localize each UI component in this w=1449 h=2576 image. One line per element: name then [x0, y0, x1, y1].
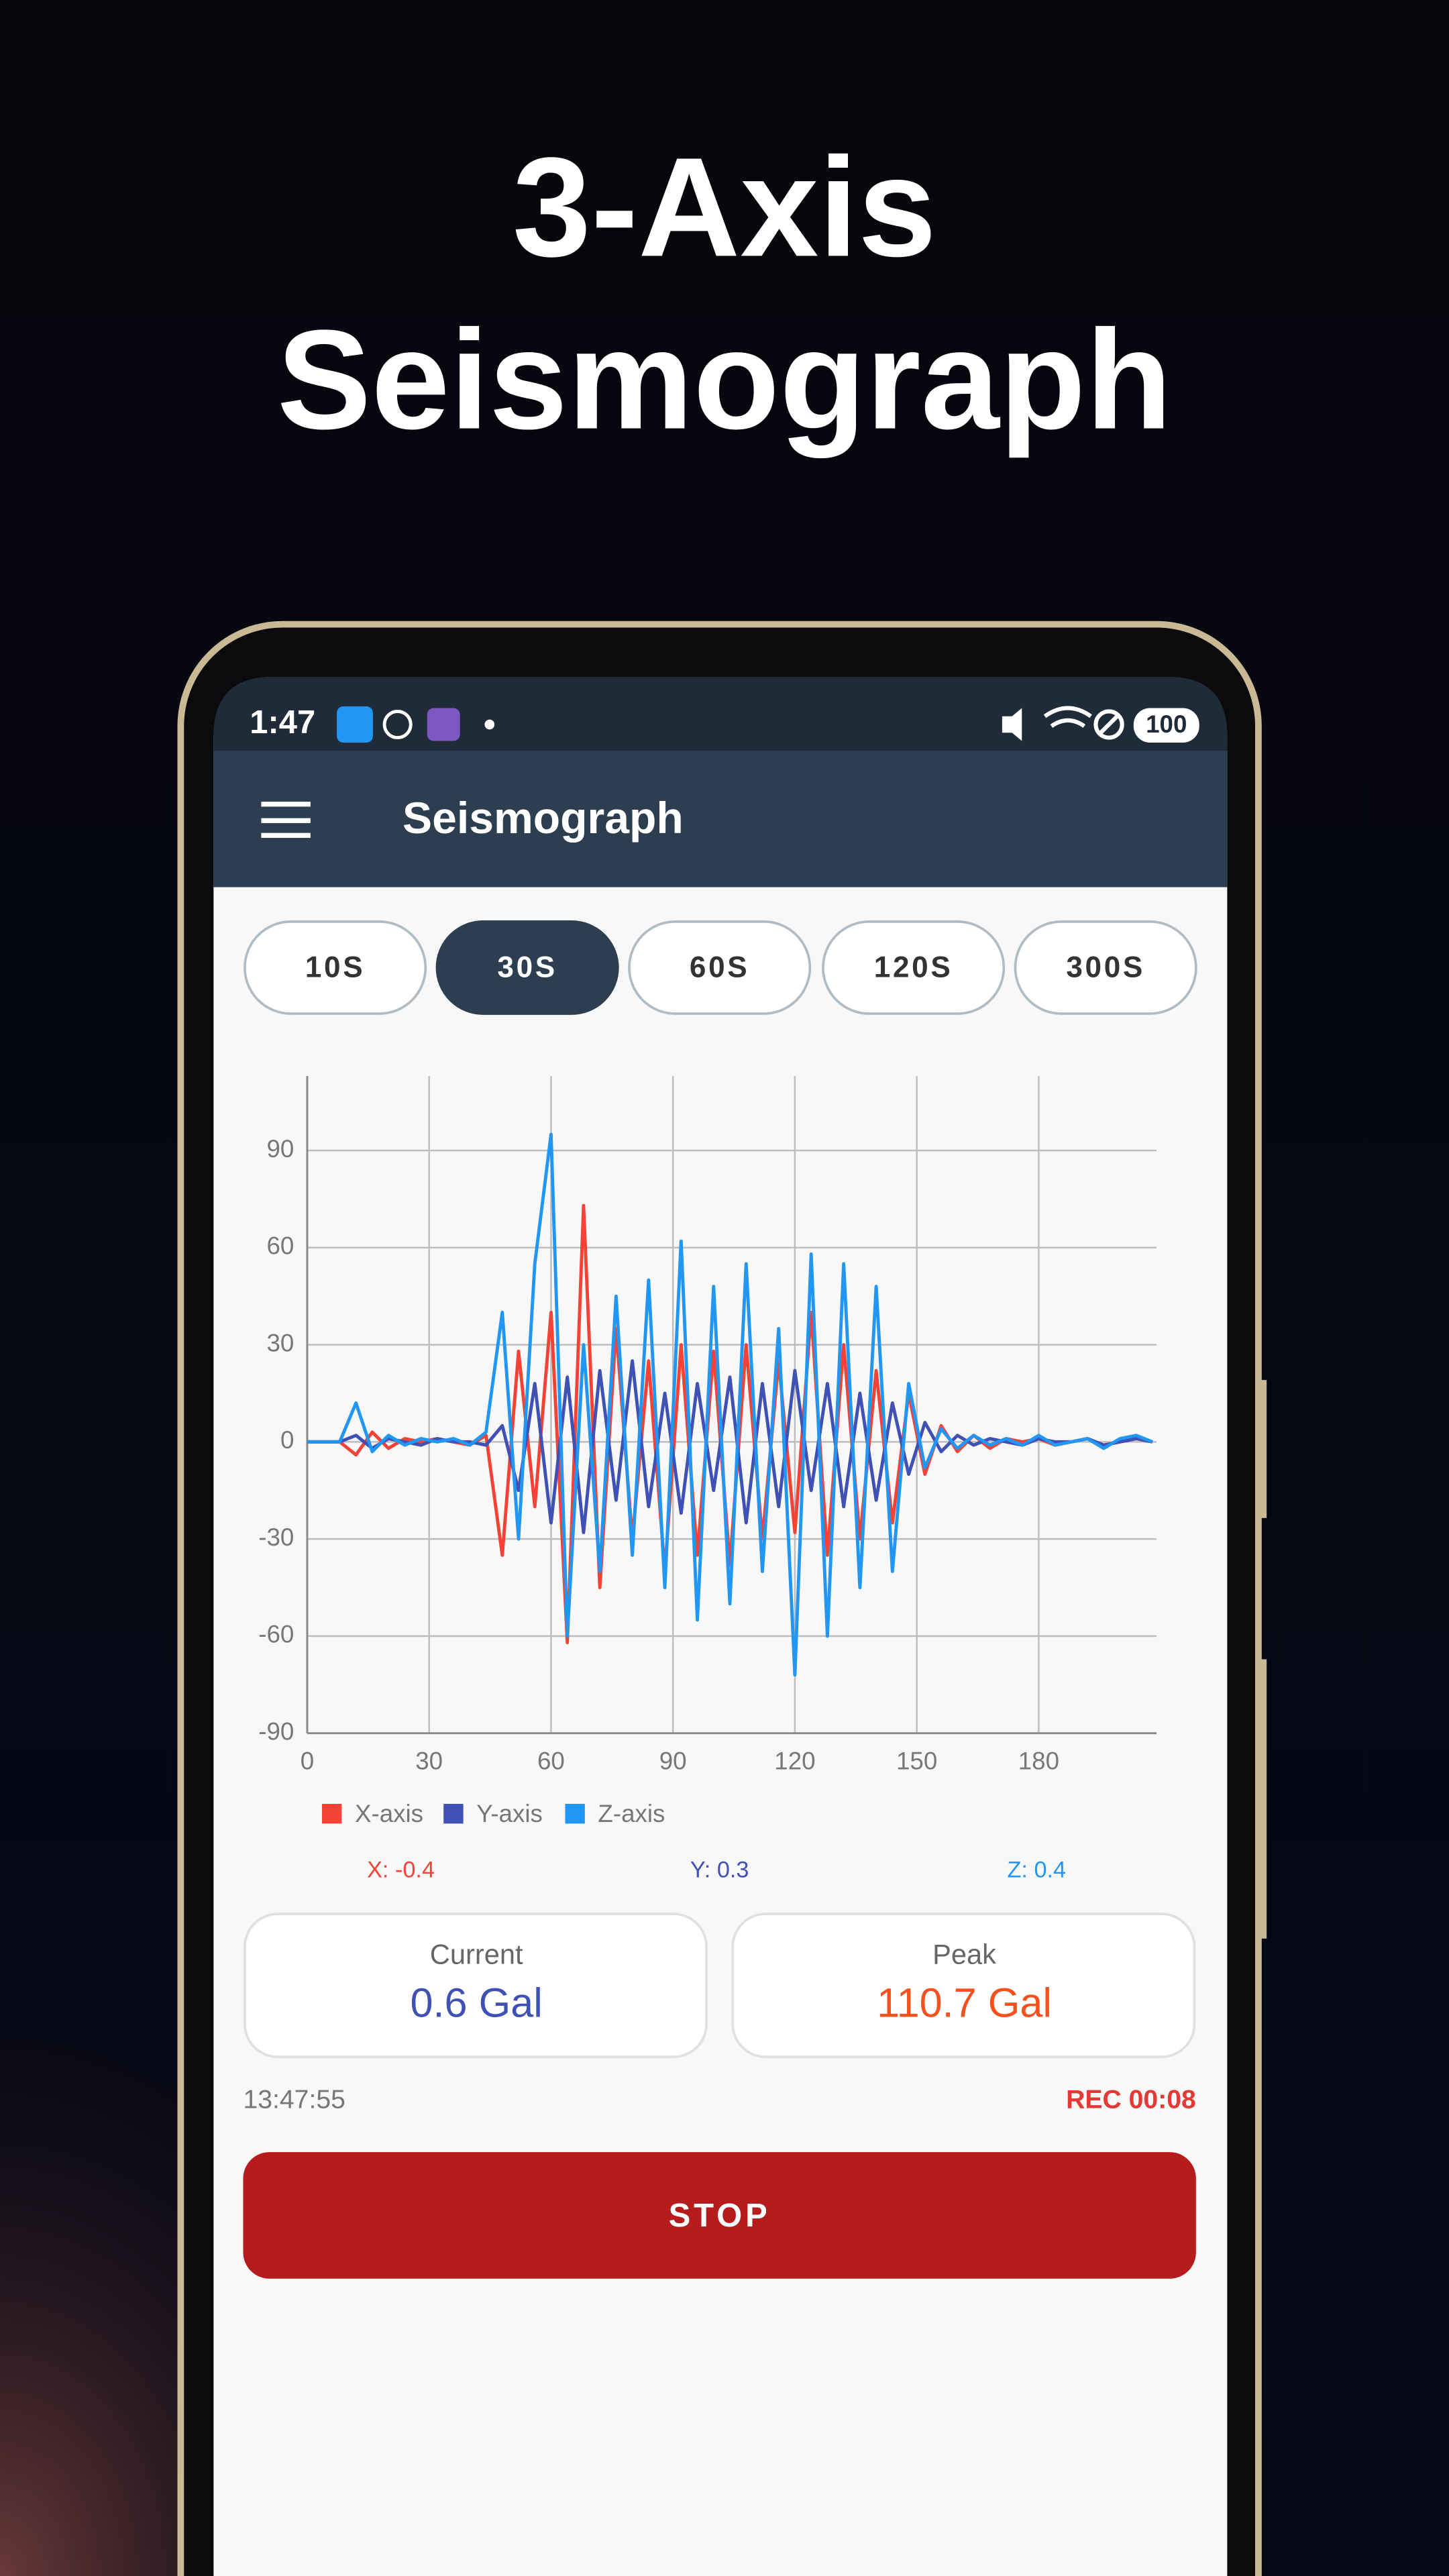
menu-line [261, 802, 311, 807]
axis-readouts: X: -0.4 Y: 0.3 Z: 0.4 [367, 1857, 1066, 1882]
range-button[interactable]: 60S [628, 920, 812, 1015]
range-button[interactable]: 300S [1014, 920, 1197, 1015]
range-button[interactable]: 30S [435, 920, 619, 1015]
x-tick-label: 90 [659, 1747, 687, 1774]
menu-button[interactable] [261, 802, 311, 838]
status-icon [337, 706, 373, 743]
axis-readout: Z: 0.4 [1008, 1857, 1067, 1882]
menu-line [261, 833, 311, 838]
status-icon [1043, 706, 1092, 729]
stop-button-bg [243, 2152, 1196, 2279]
card-value: 0.6 Gal [411, 1980, 543, 2025]
status-icon [427, 708, 460, 741]
range-button-bg [435, 920, 619, 1015]
headline: 3-Axis [513, 127, 936, 286]
range-button-label: 10S [305, 951, 365, 984]
status-icon [1097, 713, 1120, 736]
range-button-bg [1014, 920, 1197, 1015]
x-tick-label: 150 [896, 1747, 937, 1774]
y-tick-label: 90 [267, 1135, 294, 1163]
y-tick-label: -60 [258, 1621, 294, 1648]
range-button-label: 60S [690, 951, 749, 984]
legend-swatch [565, 1803, 585, 1824]
x-tick-label: 120 [774, 1747, 815, 1774]
legend-label: X-axis [355, 1800, 423, 1827]
axis-readout: X: -0.4 [367, 1857, 435, 1882]
range-button-label: 300S [1066, 951, 1145, 984]
screen [213, 677, 1228, 2576]
app-title: Seismograph [402, 794, 684, 843]
y-tick-label: 30 [267, 1329, 294, 1356]
current-card [244, 1913, 708, 2058]
status-icon [1002, 708, 1022, 741]
data-line [307, 1132, 1153, 1677]
legend: X-axis Y-axis Z-axis [322, 1800, 665, 1827]
x-tick-label: 180 [1018, 1747, 1059, 1774]
status-bar [213, 676, 1228, 751]
legend-label: Z-axis [598, 1800, 665, 1827]
status-icon [382, 709, 413, 740]
range-button-bg [244, 920, 427, 1015]
legend-swatch [443, 1803, 464, 1824]
range-button-label: 30S [497, 951, 557, 984]
battery [1133, 708, 1199, 743]
range-button[interactable]: 10S [244, 920, 427, 1015]
y-tick-label: -90 [258, 1717, 294, 1745]
card-label: Current [430, 1939, 523, 1970]
chart: -90 -60 -30 0 30 60 90 0 30 60 90 120 150 180 [258, 1076, 1157, 1774]
recording-status: REC 00:08 [1066, 2086, 1196, 2114]
range-button[interactable]: 120S [822, 920, 1006, 1015]
stop-label: STOP [669, 2198, 771, 2234]
range-button-label: 120S [874, 951, 953, 984]
card-label: Peak [932, 1939, 996, 1970]
axis-readout: Y: 0.3 [690, 1857, 749, 1882]
status-icon [1093, 709, 1124, 740]
card-value: 110.7 Gal [877, 1980, 1052, 2025]
battery-level: 100 [1146, 710, 1187, 738]
legend-swatch [322, 1803, 342, 1824]
headline: Seismograph [277, 300, 1172, 458]
menu-line [261, 818, 311, 823]
stop-button[interactable]: STOP [243, 2152, 1196, 2279]
range-button-bg [822, 920, 1006, 1015]
legend-label: Y-axis [476, 1800, 543, 1827]
peak-card [731, 1913, 1196, 2058]
timestamp: 13:47:55 [243, 2086, 345, 2114]
status-icon [484, 719, 495, 730]
phone-button [1258, 1380, 1267, 1518]
y-tick-label: 60 [267, 1232, 294, 1260]
x-tick-label: 60 [537, 1747, 565, 1774]
x-tick-label: 30 [415, 1747, 443, 1774]
status-time: 1:47 [250, 704, 315, 741]
range-button-bg [628, 920, 812, 1015]
y-tick-label: 0 [280, 1426, 294, 1454]
phone-button [1258, 1659, 1267, 1939]
y-tick-label: -30 [258, 1523, 294, 1551]
x-tick-label: 0 [301, 1747, 314, 1774]
range-buttons: 10S 30S 60S 120S 300S [244, 920, 1197, 1015]
